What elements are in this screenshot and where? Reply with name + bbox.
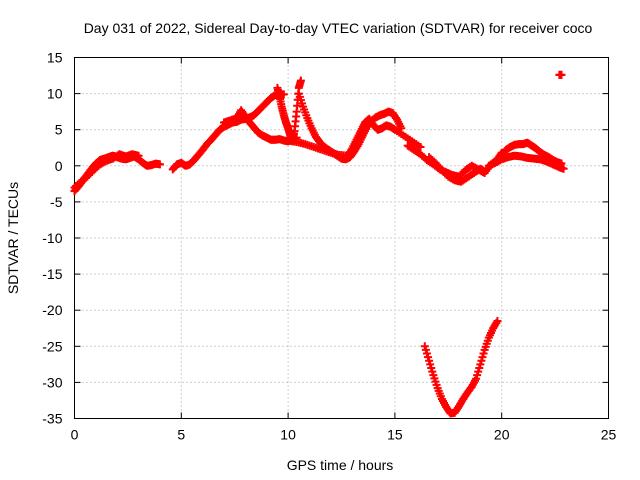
y-tick-label: -35: [42, 411, 62, 427]
series-sdtvar-outlier: [555, 70, 566, 79]
data-point: [416, 143, 425, 152]
data-point: [480, 167, 489, 176]
x-tick-label: 10: [280, 427, 296, 443]
y-tick-label: 0: [55, 158, 63, 174]
x-axis-label: GPS time / hours: [287, 457, 394, 473]
x-tick-label: 25: [601, 427, 617, 443]
x-tick-label: 5: [177, 427, 185, 443]
data-point: [493, 317, 502, 326]
x-tick-label: 15: [387, 427, 403, 443]
y-tick-label: 10: [47, 86, 63, 102]
series-sdtvar-arc-4b: [425, 153, 489, 186]
series-sdtvar-dip-arc: [420, 317, 502, 418]
data-point: [155, 160, 164, 169]
y-tick-label: -15: [42, 266, 62, 282]
y-tick-label: -20: [42, 302, 62, 318]
series-sdtvar-arc-2c: [273, 76, 305, 146]
data-point: [559, 164, 568, 173]
x-tick-label: 20: [494, 427, 510, 443]
data-point: [296, 76, 305, 85]
series-sdtvar-arc-1b: [70, 150, 143, 192]
y-tick-label: -25: [42, 338, 62, 354]
x-tick-label: 0: [71, 427, 79, 443]
y-tick-label: 15: [47, 50, 63, 66]
series-sdtvar-arc-2: [168, 90, 288, 174]
data-points: [70, 70, 568, 418]
grid: [74, 57, 609, 419]
data-point: [134, 151, 143, 160]
series-sdtvar-arc-5b: [484, 151, 568, 173]
y-tick-label: -10: [42, 230, 62, 246]
chart-title: Day 031 of 2022, Sidereal Day-to-day VTE…: [84, 20, 593, 36]
series-sdtvar-arc-3b: [284, 114, 425, 160]
data-point: [557, 70, 566, 79]
y-axis-label: SDTVAR / TECUs: [5, 182, 21, 294]
y-tick-label: -30: [42, 374, 62, 390]
y-tick-label: 5: [55, 122, 63, 138]
axis-ticks: 0 5 10 15 20 25 -35 -30 -25 -20 -15 -10 -5 0 5 10 15: [42, 50, 616, 443]
y-tick-label: -5: [50, 194, 63, 210]
